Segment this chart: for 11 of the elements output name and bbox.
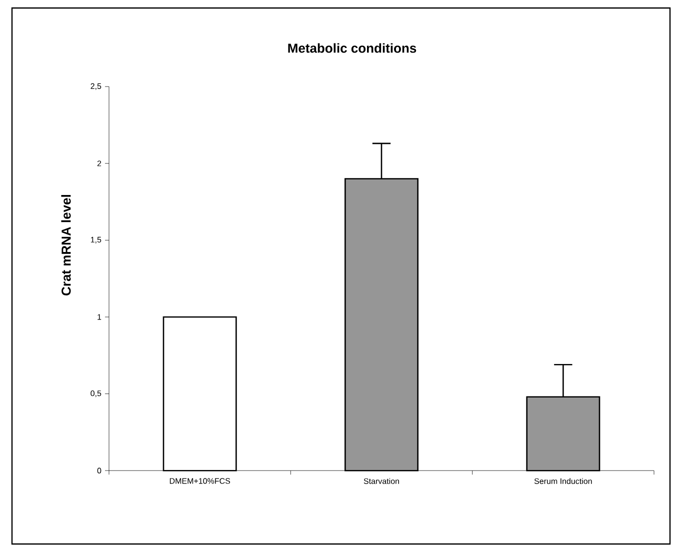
y-tick-label: 2,5 (90, 83, 102, 90)
chart-title: Metabolic conditions (288, 43, 416, 53)
y-tick-label: 0 (97, 468, 102, 474)
y-tick-label: 0,5 (90, 390, 102, 398)
x-tick-label: Serum Induction (534, 478, 592, 484)
x-tick-label: Starvation (364, 478, 399, 484)
y-axis-title: Crat mRNA level (61, 195, 71, 296)
y-tick-label: 2 (97, 160, 102, 166)
y-tick-label: 1,5 (90, 236, 102, 244)
x-tick-label: DMEM+10%FCS (170, 478, 230, 484)
y-tick-label: 1 (98, 314, 102, 320)
